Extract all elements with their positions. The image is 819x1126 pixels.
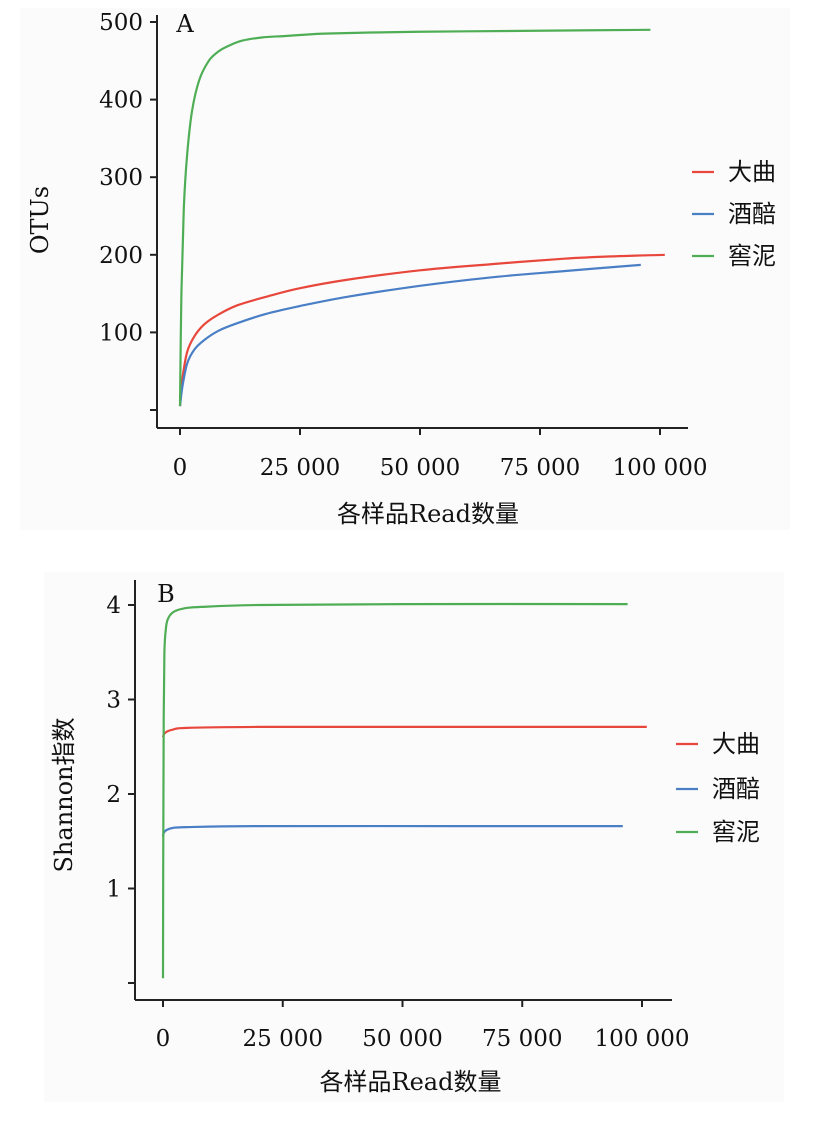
panel-b-background (44, 572, 784, 1102)
legend-label: 窖泥 (712, 818, 760, 846)
y-axis-label: OTUs (26, 186, 54, 254)
x-tick-label: 75 000 (482, 1026, 562, 1052)
legend-label: 酒醅 (728, 200, 776, 228)
y-tick-label: 500 (99, 10, 143, 36)
legend-label: 窖泥 (728, 242, 776, 270)
y-tick-label: 400 (99, 88, 143, 114)
y-tick-label: 3 (106, 688, 121, 714)
y-tick-label: 300 (99, 165, 143, 191)
x-axis-label: 各样品Read数量 (337, 500, 519, 528)
panel-a-background (20, 8, 790, 530)
series-line-窖泥 (161, 602, 628, 979)
y-tick-label: 100 (99, 320, 143, 346)
x-tick-label: 50 000 (362, 1026, 442, 1052)
x-tick-label: 25 000 (260, 455, 340, 481)
x-tick-label: 100 000 (594, 1026, 689, 1052)
chart-panel-b: 1 2 3 4 0 25 000 50 000 75 000 100 000 各样品Read数量 S… (50, 580, 760, 1096)
x-tick-label: 25 000 (243, 1026, 323, 1052)
legend-label: 酒醅 (712, 775, 760, 803)
chart-panel-a: 100 200 300 400 500 0 25 000 50 000 75 000 100 00… (26, 10, 776, 528)
panel-label: A (175, 10, 194, 38)
x-tick-label: 75 000 (500, 455, 580, 481)
x-tick-label: 0 (173, 455, 188, 481)
series-line-酒醅 (161, 824, 623, 837)
series-line-大曲 (178, 253, 665, 407)
series-line-大曲 (161, 725, 647, 738)
legend-label: 大曲 (712, 730, 760, 758)
x-axis-label: 各样品Read数量 (320, 1068, 502, 1096)
series-line-窖泥 (178, 28, 651, 407)
y-axis-label: Shannon指数 (50, 717, 78, 872)
y-tick-label: 2 (106, 782, 121, 808)
x-tick-label: 100 000 (612, 455, 707, 481)
x-tick-label: 0 (156, 1026, 171, 1052)
panel-label: B (157, 580, 175, 608)
y-tick-label: 1 (106, 877, 121, 903)
x-tick-label: 50 000 (380, 455, 460, 481)
y-tick-label: 200 (99, 243, 143, 269)
y-tick-label: 4 (106, 593, 121, 619)
legend-label: 大曲 (728, 158, 776, 186)
series-line-酒醅 (178, 263, 641, 407)
